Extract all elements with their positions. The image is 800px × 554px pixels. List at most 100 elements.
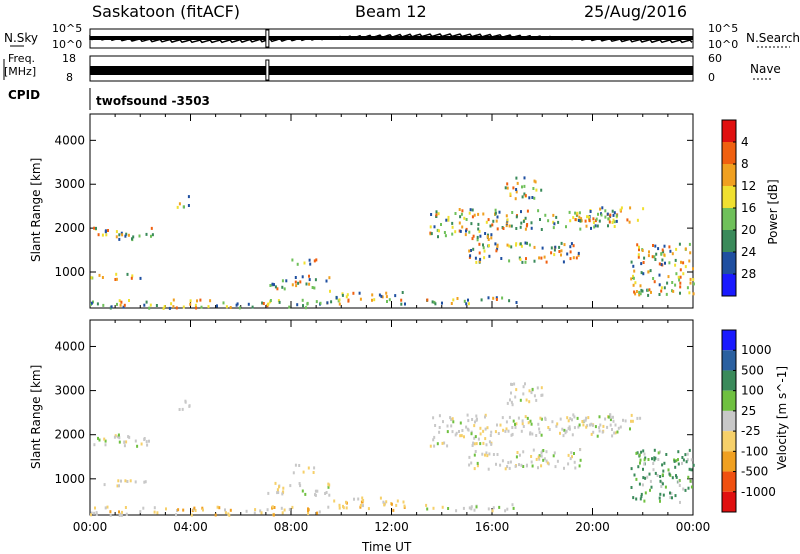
scatter-cell — [675, 272, 678, 276]
scatter-cell — [308, 274, 310, 278]
scatter-cell — [528, 196, 531, 200]
scatter-cell — [224, 508, 226, 512]
scatter-cell — [651, 457, 653, 461]
scatter-cell — [168, 306, 171, 310]
velocity-colorbar-swatch — [722, 390, 736, 411]
scatter-cell — [519, 258, 522, 261]
scatter-cell — [276, 491, 279, 495]
scatter-cell — [458, 208, 461, 211]
scatter-cell — [515, 176, 518, 180]
scatter-cell — [552, 454, 555, 458]
scatter-cell — [505, 427, 508, 431]
scatter-cell — [522, 465, 525, 468]
scatter-cell — [253, 511, 256, 515]
velocity-colorbar-swatch — [722, 350, 736, 371]
scatter-cell — [667, 275, 670, 279]
scatter-cell — [299, 484, 302, 488]
scatter-cell — [118, 484, 120, 488]
scatter-cell — [557, 220, 560, 224]
scatter-cell — [148, 306, 151, 310]
scatter-cell — [509, 192, 512, 196]
scatter-cell — [123, 303, 126, 307]
scatter-cell — [674, 283, 677, 287]
scatter-cell — [573, 452, 575, 455]
scatter-cell — [481, 452, 484, 456]
scatter-cell — [678, 278, 681, 282]
scatter-cell — [523, 176, 526, 180]
scatter-cell — [438, 426, 441, 429]
scatter-cell — [677, 480, 680, 484]
scatter-cell — [515, 227, 518, 230]
scatter-cell — [532, 187, 535, 190]
scatter-cell — [118, 233, 121, 237]
scatter-cell — [569, 245, 572, 249]
scatter-cell — [266, 508, 269, 512]
scatter-cell — [576, 211, 579, 215]
scatter-cell — [499, 423, 502, 427]
scatter-cell — [612, 419, 615, 423]
scatter-cell — [545, 260, 548, 264]
scatter-cell — [590, 226, 592, 230]
scatter-cell — [613, 211, 616, 215]
scatter-cell — [531, 387, 534, 391]
scatter-cell — [162, 306, 165, 310]
scatter-cell — [688, 448, 691, 452]
scatter-cell — [519, 225, 522, 229]
scatter-cell — [458, 229, 461, 233]
scatter-cell — [637, 255, 640, 259]
scatter-cell — [552, 220, 555, 224]
scatter-cell — [643, 499, 646, 503]
scatter-cell — [341, 292, 344, 296]
scatter-cell — [251, 305, 254, 309]
scatter-cell — [640, 492, 643, 496]
scatter-cell — [128, 435, 131, 439]
scatter-cell — [473, 442, 476, 446]
power-colorbar-swatch — [722, 120, 736, 142]
scatter-cell — [641, 483, 644, 487]
scatter-cell — [396, 499, 399, 503]
scatter-cell — [296, 303, 299, 307]
scatter-cell — [116, 484, 119, 488]
scatter-cell — [664, 261, 666, 265]
scatter-cell — [367, 507, 370, 511]
scatter-cell — [338, 298, 341, 302]
scatter-cell — [486, 426, 489, 430]
scatter-cell — [638, 290, 641, 294]
scatter-cell — [542, 449, 545, 452]
scatter-cell — [479, 257, 482, 261]
scatter-cell — [640, 271, 643, 275]
scatter-cell — [560, 249, 563, 253]
scatter-cell — [515, 242, 518, 246]
scatter-cell — [269, 284, 272, 287]
scatter-cell — [149, 303, 152, 307]
scatter-cell — [402, 500, 405, 504]
scatter-cell — [459, 215, 462, 219]
scatter-cell — [430, 232, 433, 236]
scatter-cell — [510, 391, 512, 395]
scatter-cell — [585, 416, 588, 420]
scatter-cell — [649, 488, 651, 492]
scatter-cell — [120, 479, 122, 483]
scatter-cell — [533, 179, 536, 183]
scatter-cell — [491, 223, 494, 227]
velocity-colorbar-swatch — [722, 491, 736, 512]
scatter-cell — [530, 422, 533, 426]
scatter-cell — [272, 513, 275, 517]
scatter-cell — [688, 291, 691, 295]
scatter-cell — [267, 491, 270, 495]
scatter-cell — [682, 272, 685, 276]
scatter-cell — [438, 229, 440, 233]
scatter-cell — [95, 226, 97, 230]
scatter-cell — [689, 281, 692, 285]
scatter-cell — [613, 220, 616, 224]
scatter-cell — [401, 291, 404, 294]
scatter-cell — [520, 429, 523, 433]
scatter-cell — [675, 247, 678, 251]
scatter-cell — [565, 225, 567, 229]
scatter-cell — [101, 233, 104, 237]
scatter-cell — [495, 462, 497, 466]
scatter-cell — [434, 302, 437, 306]
scatter-cell — [530, 391, 533, 395]
scatter-cell — [688, 467, 691, 471]
scatter-cell — [359, 297, 362, 301]
